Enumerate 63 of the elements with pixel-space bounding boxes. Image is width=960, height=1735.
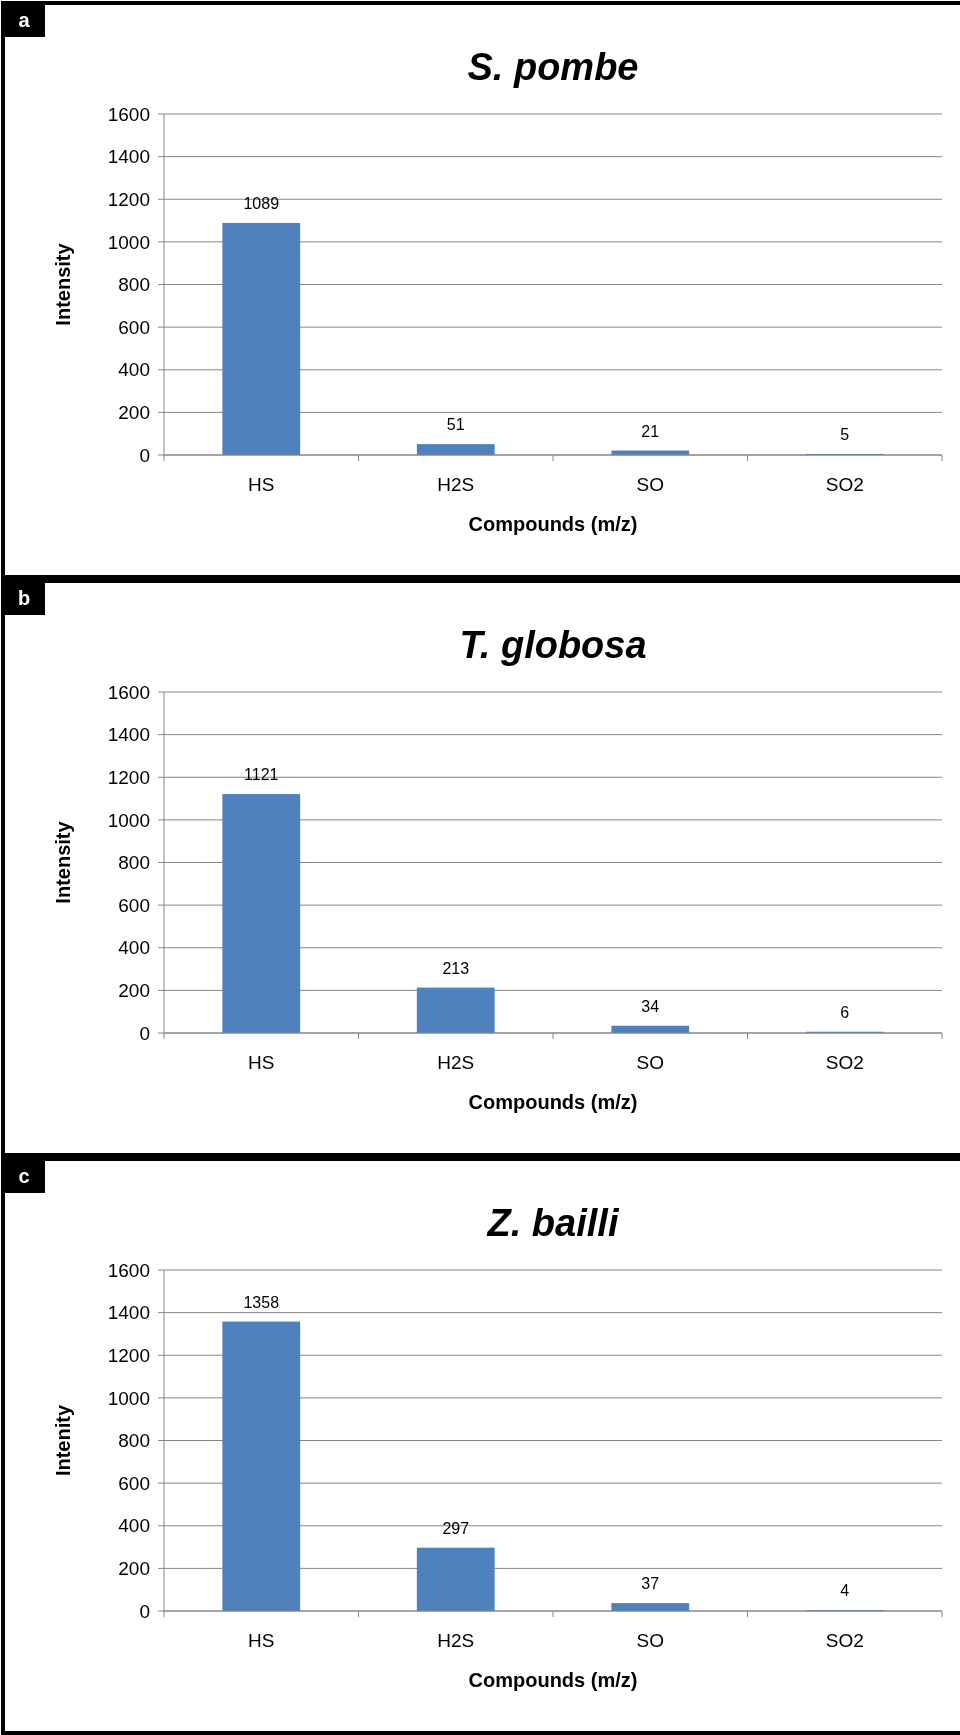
y-tick-label: 1000 bbox=[107, 1387, 150, 1409]
y-tick-label: 1400 bbox=[107, 724, 150, 746]
x-tick-label: HS bbox=[248, 1052, 275, 1073]
x-axis-title: Compounds (m/z) bbox=[468, 513, 638, 535]
y-tick-label: 0 bbox=[139, 1600, 150, 1622]
y-tick-label: 600 bbox=[118, 316, 150, 338]
x-tick-label: SO bbox=[636, 474, 664, 495]
y-axis-title: Intensity bbox=[52, 820, 74, 904]
chart-title: Z. bailli bbox=[486, 1202, 620, 1244]
data-label: 4 bbox=[840, 1582, 850, 1600]
x-tick-label: H2S bbox=[437, 1630, 475, 1651]
x-tick-label: HS bbox=[248, 474, 275, 495]
data-label: 37 bbox=[641, 1575, 660, 1593]
y-tick-label: 1200 bbox=[107, 188, 150, 210]
text: a bbox=[18, 9, 31, 31]
x-tick-label: HS bbox=[248, 1630, 275, 1651]
y-tick-label: 1200 bbox=[107, 1344, 150, 1366]
data-label: 21 bbox=[641, 422, 660, 440]
x-tick-label: H2S bbox=[437, 1052, 475, 1073]
y-tick-label: 1600 bbox=[107, 1259, 150, 1281]
x-tick-label: SO bbox=[636, 1630, 664, 1651]
y-tick-label: 200 bbox=[118, 980, 150, 1002]
y-tick-label: 1600 bbox=[107, 681, 150, 703]
data-label: 1358 bbox=[243, 1293, 280, 1311]
data-label: 1089 bbox=[243, 194, 280, 212]
y-tick-label: 400 bbox=[118, 1515, 150, 1537]
y-tick-label: 1400 bbox=[107, 146, 150, 168]
x-tick-label: SO bbox=[636, 1052, 664, 1073]
y-tick-label: 1400 bbox=[107, 1302, 150, 1324]
x-tick-label: SO2 bbox=[825, 1630, 864, 1651]
x-tick-label: SO2 bbox=[825, 1052, 864, 1073]
text: c bbox=[18, 1165, 30, 1187]
chart-title: S. pombe bbox=[467, 46, 639, 88]
x-tick-label: H2S bbox=[437, 474, 475, 495]
y-tick-label: 1000 bbox=[107, 231, 150, 253]
data-label: 34 bbox=[641, 997, 660, 1015]
data-label: 6 bbox=[840, 1003, 850, 1021]
y-tick-label: 800 bbox=[118, 1430, 150, 1452]
y-tick-label: 0 bbox=[139, 444, 150, 466]
y-tick-label: 1600 bbox=[107, 103, 150, 125]
x-tick-label: SO2 bbox=[825, 474, 864, 495]
y-tick-label: 1200 bbox=[107, 766, 150, 788]
y-tick-label: 200 bbox=[118, 1558, 150, 1580]
data-label: 213 bbox=[442, 959, 470, 977]
x-axis-title: Compounds (m/z) bbox=[468, 1091, 638, 1113]
y-tick-label: 600 bbox=[118, 1472, 150, 1494]
y-axis-title: Intenity bbox=[52, 1404, 74, 1477]
y-tick-label: 200 bbox=[118, 402, 150, 424]
y-tick-label: 1000 bbox=[107, 809, 150, 831]
y-tick-label: 800 bbox=[118, 852, 150, 874]
text: b bbox=[17, 587, 31, 609]
y-tick-label: 600 bbox=[118, 894, 150, 916]
data-label: 5 bbox=[840, 425, 850, 443]
data-label: 51 bbox=[446, 416, 465, 434]
chart-title: T. globosa bbox=[459, 624, 647, 666]
y-axis-title: Intensity bbox=[52, 242, 74, 326]
y-tick-label: 400 bbox=[118, 937, 150, 959]
x-axis-title: Compounds (m/z) bbox=[468, 1669, 638, 1691]
y-tick-label: 800 bbox=[118, 274, 150, 296]
y-tick-label: 0 bbox=[139, 1022, 150, 1044]
y-tick-label: 400 bbox=[118, 359, 150, 381]
data-label: 297 bbox=[442, 1519, 470, 1537]
data-label: 1121 bbox=[244, 766, 279, 784]
